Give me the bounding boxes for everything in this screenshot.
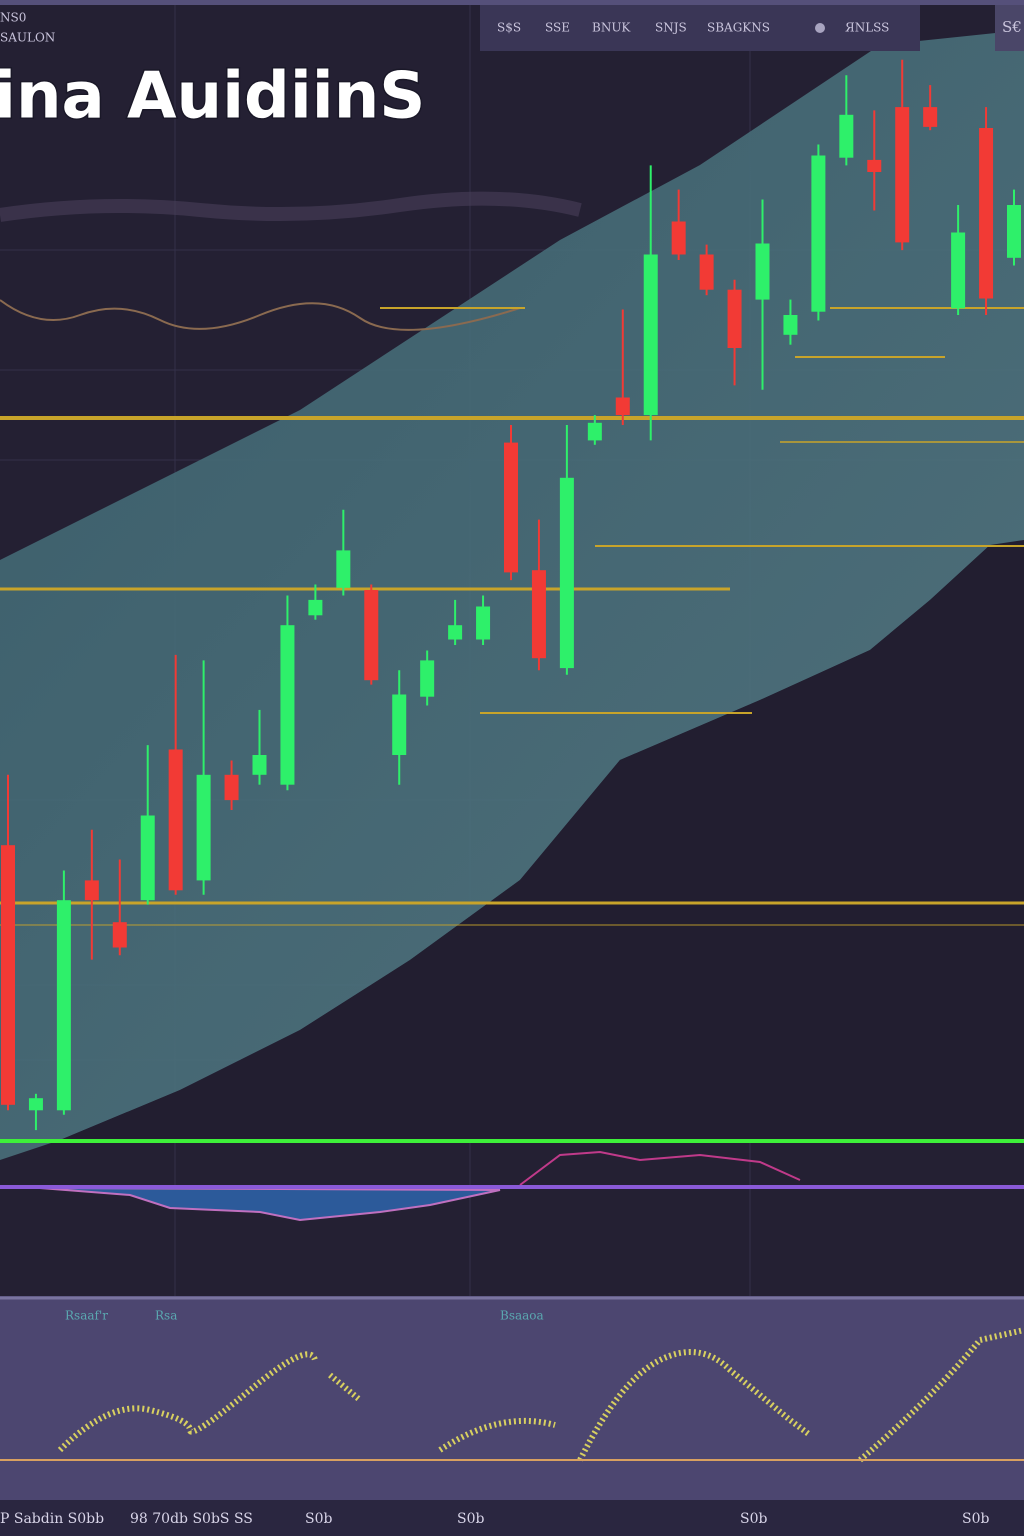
candle-body	[392, 694, 407, 755]
candle-body	[811, 155, 826, 312]
candle-body	[364, 590, 379, 681]
candle-body	[168, 749, 183, 891]
toolbar-item[interactable]: BNUK	[592, 21, 631, 35]
candle-body	[196, 774, 211, 881]
top-border	[0, 0, 1024, 5]
candle-body	[643, 254, 658, 416]
axis-label: S0b	[740, 1511, 767, 1527]
candle-body	[615, 397, 630, 416]
oscillator	[39, 1187, 501, 1222]
toolbar-item[interactable]: ЯNLSS	[845, 21, 889, 35]
ticker-line: NS0	[0, 11, 26, 25]
toolbar-item[interactable]: SNJS	[655, 21, 687, 35]
candle-body	[531, 570, 546, 659]
axis-label: S0b	[962, 1511, 989, 1527]
candle-body	[28, 1098, 43, 1111]
chart-title: ina AuidiinS	[0, 60, 425, 134]
toolbar-item[interactable]: SBAGKNS	[707, 21, 770, 35]
indicator-line	[0, 191, 582, 222]
candle-body	[84, 880, 99, 901]
panel-label: Bsaaoa	[500, 1309, 544, 1323]
candle-body	[448, 625, 463, 640]
candle-body	[1007, 205, 1021, 258]
candle-body	[979, 128, 994, 299]
candle-body	[280, 625, 295, 785]
toolbar-dot	[815, 23, 825, 33]
candle-body	[671, 221, 686, 255]
axis-label: 98 70db S0bS SS	[130, 1511, 253, 1527]
candle-body	[867, 159, 882, 172]
axis-label: S0b	[305, 1511, 332, 1527]
candle-body	[587, 422, 602, 441]
candle-body	[140, 815, 155, 901]
candle-body	[727, 289, 742, 348]
candle-body	[476, 606, 491, 640]
toolbar-item[interactable]: S$S	[497, 21, 521, 35]
toolbar-item[interactable]: S€	[1002, 18, 1022, 36]
candle-body	[504, 442, 518, 573]
toolbar-tab[interactable]	[995, 5, 1024, 51]
indicator-line	[0, 299, 521, 331]
candle-body	[755, 243, 770, 300]
axis-label: P Sabdin S0bb	[0, 1511, 104, 1527]
candle-body	[308, 599, 323, 616]
candle-body	[336, 550, 351, 588]
toolbar-item[interactable]: SSE	[545, 21, 570, 35]
candle-body	[1, 845, 15, 1105]
axis-label: S0b	[457, 1511, 484, 1527]
candle-body	[839, 114, 854, 158]
levels	[0, 307, 1024, 926]
candle-body	[224, 774, 239, 801]
candle-body	[420, 660, 435, 697]
candle-body	[923, 107, 938, 127]
candle-body	[559, 477, 574, 669]
panel-label: Rsa	[155, 1309, 177, 1323]
candle-body	[252, 755, 267, 775]
toolbar	[480, 5, 920, 51]
footer-bar	[0, 1500, 1024, 1536]
candle-body	[56, 900, 71, 1111]
candle-body	[895, 107, 910, 243]
ticker-line: SAULON	[0, 31, 55, 45]
trend-band	[0, 30, 1024, 1160]
candles	[1, 59, 1021, 1131]
sub-panel	[0, 1296, 1024, 1506]
candle-body	[699, 254, 714, 290]
candle-body	[783, 315, 798, 335]
candle-body	[951, 232, 966, 309]
candle-body	[112, 922, 127, 948]
oscillator	[519, 1150, 801, 1186]
shadow-area	[60, 540, 1024, 1140]
panel-label: Rsaaf'r	[65, 1309, 108, 1323]
